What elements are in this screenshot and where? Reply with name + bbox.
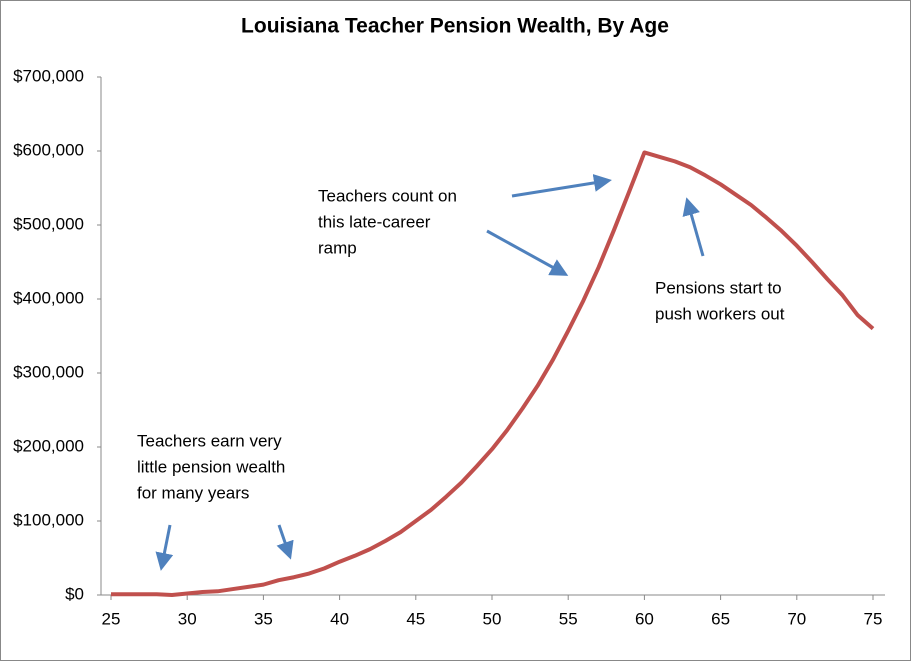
- annotation: Teachers count on: [318, 186, 457, 205]
- x-tick-label: 70: [787, 609, 806, 628]
- y-tick-label: $700,000: [13, 66, 84, 85]
- arrow: [486, 229, 569, 276]
- x-tick-label: 45: [406, 609, 425, 628]
- y-tick-label: $0: [65, 584, 84, 603]
- annotation: Pensions start to: [655, 278, 782, 297]
- annotation: push workers out: [655, 304, 785, 323]
- y-tick-label: $300,000: [13, 362, 84, 381]
- arrow: [682, 197, 705, 257]
- y-tick-label: $200,000: [13, 436, 84, 455]
- x-tick-label: 50: [483, 609, 502, 628]
- x-tick-label: 55: [559, 609, 578, 628]
- y-tick-label: $400,000: [13, 288, 84, 307]
- chart-title: Louisiana Teacher Pension Wealth, By Age: [241, 15, 669, 38]
- arrow: [155, 524, 174, 571]
- annotation: ramp: [318, 238, 357, 257]
- arrow: [276, 524, 294, 560]
- y-tick-label: $100,000: [13, 510, 84, 529]
- x-tick-label: 60: [635, 609, 654, 628]
- annotation: this late-career: [318, 212, 431, 231]
- annotation: little pension wealth: [137, 457, 285, 476]
- annotation: Teachers earn very: [137, 431, 282, 450]
- y-tick-label: $600,000: [13, 140, 84, 159]
- y-tick-label: $500,000: [13, 214, 84, 233]
- x-tick-label: 25: [102, 609, 121, 628]
- x-tick-label: 35: [254, 609, 273, 628]
- annotation: for many years: [137, 483, 249, 502]
- arrow: [511, 174, 612, 198]
- x-tick-label: 65: [711, 609, 730, 628]
- x-tick-label: 30: [178, 609, 197, 628]
- data-line: [111, 150, 875, 597]
- x-tick-label: 75: [864, 609, 883, 628]
- x-tick-label: 40: [330, 609, 349, 628]
